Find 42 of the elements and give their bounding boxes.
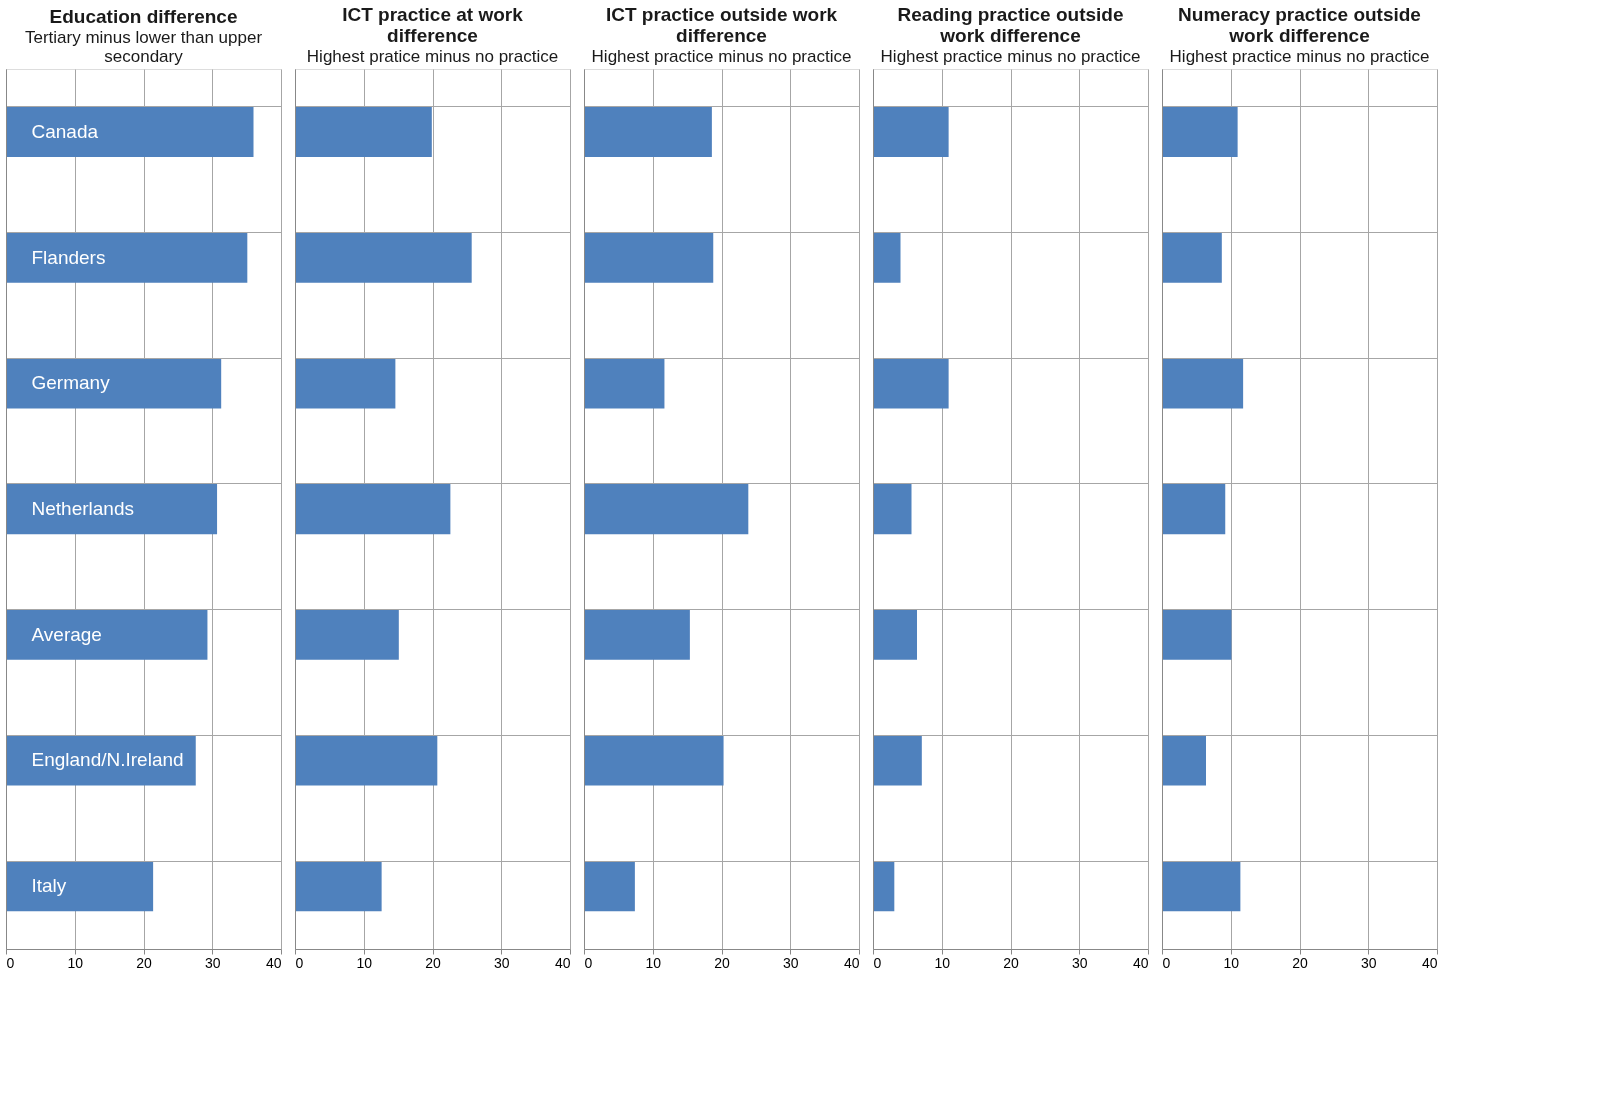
x-tick-label: 10 <box>1223 954 1240 971</box>
x-tick-label: 20 <box>425 954 441 971</box>
chart-subtitle: Highest pratice minus no practice <box>306 47 559 66</box>
x-tick-label: 0 <box>1162 954 1171 971</box>
y-tick-label: Average <box>31 623 102 645</box>
x-tick-label: 20 <box>1003 954 1019 971</box>
y-tick-label: Canada <box>31 120 99 142</box>
x-tick-label: 40 <box>1421 954 1438 971</box>
chart-title: Education difference <box>49 6 238 27</box>
y-tick-label: Italy <box>31 875 67 897</box>
y-tick-label: England/N.Ireland <box>31 749 184 771</box>
y-tick-label: Flanders <box>31 246 106 268</box>
x-tick-label: 10 <box>356 954 373 971</box>
x-tick-label: 30 <box>204 954 221 971</box>
chart-title: ICT practice outside work difference <box>605 4 838 46</box>
x-tick-label: 30 <box>782 954 799 971</box>
x-tick-label: 40 <box>1132 954 1149 971</box>
y-tick-label: Netherlands <box>31 498 134 519</box>
x-tick-label: 10 <box>645 954 662 971</box>
chart-subtitle: Tertiary minus lower than upper secondary <box>24 28 263 66</box>
x-tick-label: 20 <box>1292 954 1308 971</box>
x-tick-label: 30 <box>1071 954 1088 971</box>
x-tick-label: 0 <box>6 954 15 971</box>
x-tick-label: 10 <box>934 954 951 971</box>
x-tick-label: 40 <box>554 954 571 971</box>
chart-subtitle: Highest practice minus no practice <box>1169 47 1430 66</box>
x-tick-label: 0 <box>295 954 304 971</box>
chart-subtitle: Highest practice minus no practice <box>591 47 852 66</box>
x-tick-label: 0 <box>584 954 593 971</box>
y-tick-label: Germany <box>31 372 111 394</box>
x-tick-label: 0 <box>873 954 882 971</box>
chart-title: Reading practice outside work difference <box>897 4 1124 46</box>
x-tick-label: 30 <box>1360 954 1377 971</box>
x-tick-label: 20 <box>714 954 730 971</box>
x-tick-label: 10 <box>67 954 84 971</box>
x-tick-label: 40 <box>265 954 282 971</box>
x-tick-label: 40 <box>843 954 860 971</box>
chart-title: Numeracy practice outside work difference <box>1178 4 1421 46</box>
x-tick-label: 30 <box>493 954 510 971</box>
x-tick-label: 20 <box>136 954 152 971</box>
chart-title: ICT practice at work difference <box>342 4 524 46</box>
chart-subtitle: Highest practice minus no practice <box>880 47 1141 66</box>
